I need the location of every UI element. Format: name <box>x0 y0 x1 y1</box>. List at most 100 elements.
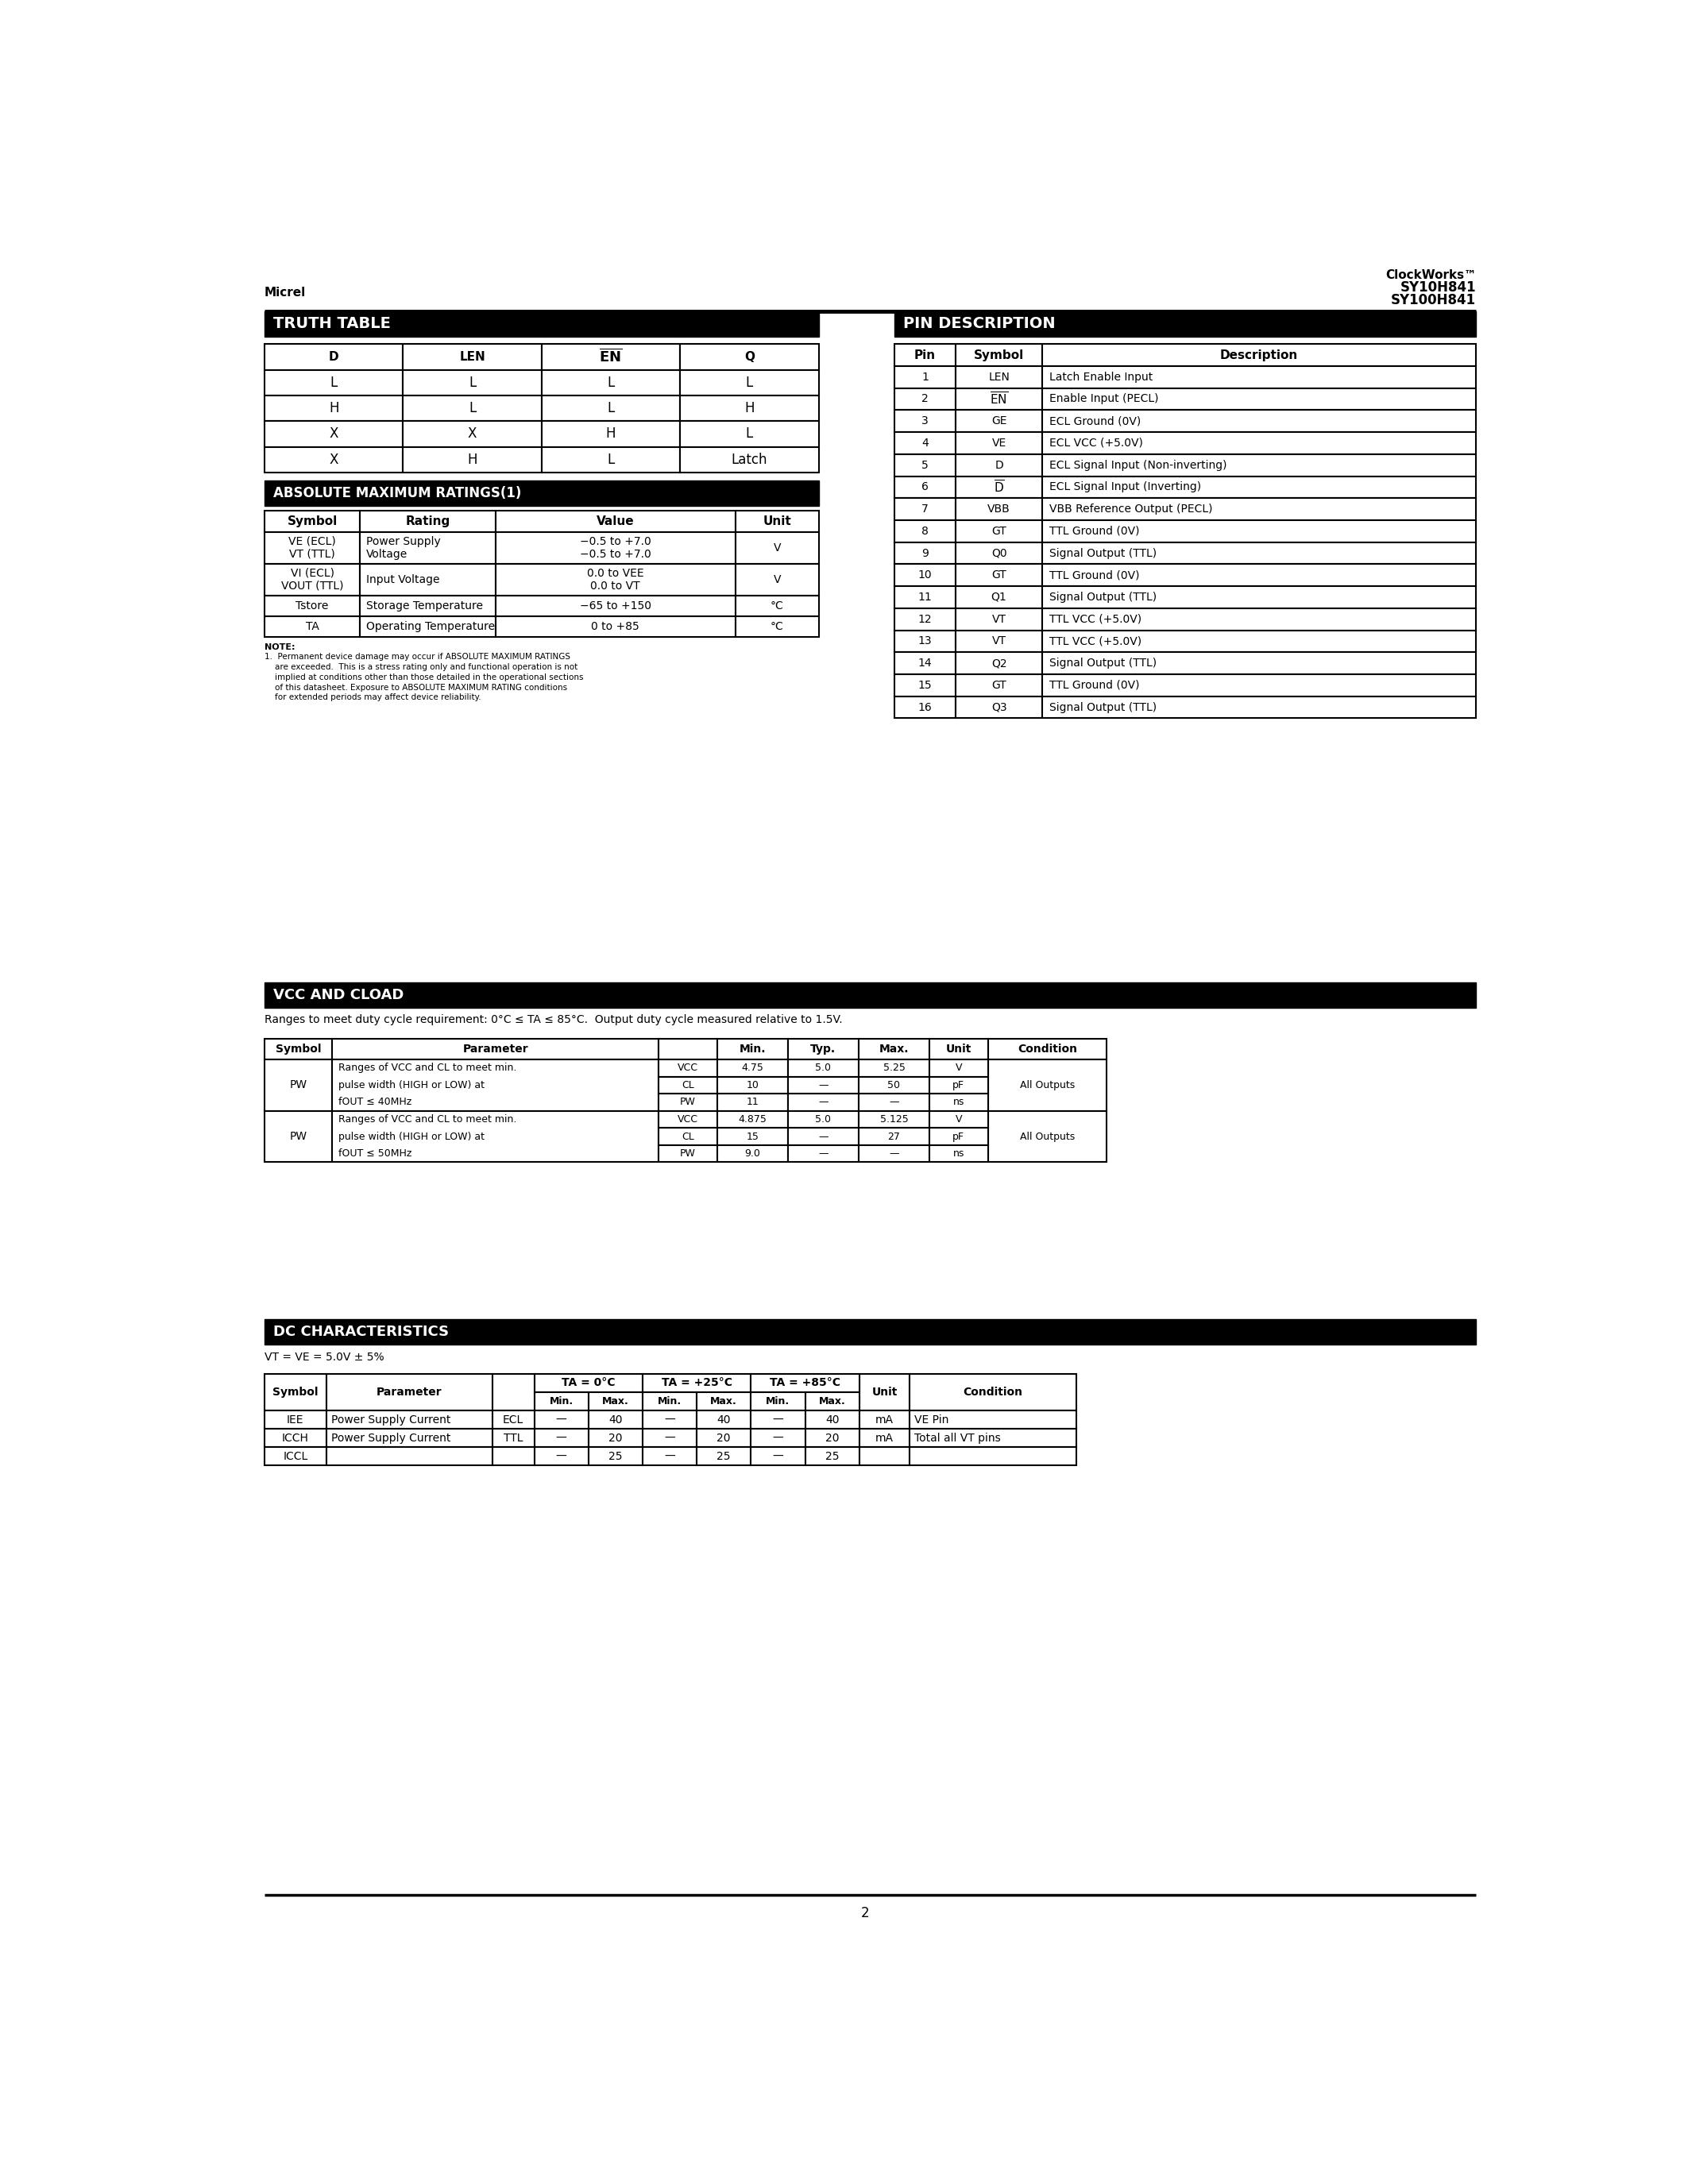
Text: 1.  Permanent device damage may occur if ABSOLUTE MAXIMUM RATINGS: 1. Permanent device damage may occur if … <box>265 653 571 662</box>
Text: Unit: Unit <box>763 515 792 526</box>
Text: 4: 4 <box>922 437 928 448</box>
Text: ABSOLUTE MAXIMUM RATINGS(1): ABSOLUTE MAXIMUM RATINGS(1) <box>273 487 522 500</box>
Text: 0.0 to VEE: 0.0 to VEE <box>587 568 643 579</box>
Text: Storage Temperature: Storage Temperature <box>366 601 483 612</box>
Bar <box>751 1448 805 1465</box>
Text: Power Supply Current: Power Supply Current <box>331 1433 451 1444</box>
Text: —: — <box>555 1433 567 1444</box>
Text: Signal Output (TTL): Signal Output (TTL) <box>1050 657 1156 668</box>
Bar <box>788 1127 859 1144</box>
Bar <box>360 511 495 531</box>
Bar <box>265 596 360 616</box>
Text: —: — <box>819 1081 829 1090</box>
Bar <box>859 1448 910 1465</box>
Bar <box>895 585 955 607</box>
Text: mA: mA <box>876 1413 893 1426</box>
Bar <box>788 1040 859 1059</box>
Bar <box>643 1374 751 1391</box>
Text: Max.: Max. <box>819 1396 846 1406</box>
Text: VOUT (TTL): VOUT (TTL) <box>282 581 343 592</box>
Text: —: — <box>819 1149 829 1160</box>
Text: GE: GE <box>991 415 1006 426</box>
Bar <box>895 542 955 563</box>
Text: H: H <box>468 452 478 467</box>
Text: 2: 2 <box>922 393 928 404</box>
Text: 10: 10 <box>746 1081 758 1090</box>
Bar <box>930 1040 987 1059</box>
Bar <box>910 1374 1075 1411</box>
Text: TA: TA <box>306 620 319 631</box>
Text: Input Voltage: Input Voltage <box>366 574 439 585</box>
Bar <box>955 631 1041 653</box>
Bar <box>751 1411 805 1428</box>
Bar <box>788 1077 859 1094</box>
Text: 9: 9 <box>922 548 928 559</box>
Bar <box>658 1059 717 1077</box>
Bar <box>533 1391 589 1411</box>
Text: Ranges to meet duty cycle requirement: 0°C ≤ TA ≤ 85°C.  Output duty cycle measu: Ranges to meet duty cycle requirement: 0… <box>265 1013 842 1024</box>
Text: mA: mA <box>876 1433 893 1444</box>
Bar <box>360 531 495 563</box>
Text: GT: GT <box>991 679 1006 690</box>
Bar <box>1041 697 1475 719</box>
Text: 4.875: 4.875 <box>738 1114 766 1125</box>
Bar <box>658 1112 717 1127</box>
Text: 10: 10 <box>918 570 932 581</box>
Text: 40: 40 <box>608 1413 623 1426</box>
Text: ECL Signal Input (Inverting): ECL Signal Input (Inverting) <box>1050 480 1202 494</box>
Text: ECL VCC (+5.0V): ECL VCC (+5.0V) <box>1050 437 1143 448</box>
Text: Latch: Latch <box>731 452 768 467</box>
Text: Description: Description <box>1220 349 1298 360</box>
Bar <box>265 531 360 563</box>
Text: Power Supply: Power Supply <box>366 535 441 546</box>
Bar <box>955 520 1041 542</box>
Bar <box>360 596 495 616</box>
Text: Q2: Q2 <box>991 657 1006 668</box>
Bar <box>658 1077 717 1094</box>
Bar <box>805 1411 859 1428</box>
Text: SY10H841: SY10H841 <box>1399 280 1475 295</box>
Bar <box>859 1040 930 1059</box>
Text: ECL Signal Input (Non-inverting): ECL Signal Input (Non-inverting) <box>1050 459 1227 472</box>
Text: −65 to +150: −65 to +150 <box>579 601 652 612</box>
Text: VCC AND CLOAD: VCC AND CLOAD <box>273 987 403 1002</box>
Bar <box>680 395 819 422</box>
Text: GT: GT <box>991 526 1006 537</box>
Text: 25: 25 <box>717 1450 731 1461</box>
Bar <box>955 367 1041 389</box>
Bar <box>1041 411 1475 432</box>
Bar <box>658 1127 717 1144</box>
Text: Ranges of VCC and CL to meet min.: Ranges of VCC and CL to meet min. <box>338 1064 517 1072</box>
Bar <box>680 345 819 369</box>
Text: of this datasheet. Exposure to ABSOLUTE MAXIMUM RATING conditions: of this datasheet. Exposure to ABSOLUTE … <box>265 684 567 692</box>
Text: 50: 50 <box>888 1081 900 1090</box>
Text: ICCH: ICCH <box>282 1433 309 1444</box>
Bar <box>1041 498 1475 520</box>
Bar <box>910 1411 1075 1428</box>
Text: Rating: Rating <box>405 515 451 526</box>
Text: PIN DESCRIPTION: PIN DESCRIPTION <box>903 317 1055 332</box>
Text: pulse width (HIGH or LOW) at: pulse width (HIGH or LOW) at <box>338 1081 484 1090</box>
Bar <box>895 432 955 454</box>
Text: VT (TTL): VT (TTL) <box>289 548 336 559</box>
Text: Unit: Unit <box>945 1044 972 1055</box>
Bar <box>542 422 680 448</box>
Text: VE: VE <box>993 437 1006 448</box>
Bar <box>1041 585 1475 607</box>
Text: 7: 7 <box>922 505 928 515</box>
Text: 5.125: 5.125 <box>879 1114 908 1125</box>
Bar <box>859 1112 930 1127</box>
Text: Condition: Condition <box>1018 1044 1077 1055</box>
Text: Value: Value <box>596 515 635 526</box>
Bar <box>736 531 819 563</box>
Bar <box>955 345 1041 367</box>
Bar <box>333 1040 658 1059</box>
Bar <box>895 454 955 476</box>
Bar <box>265 1374 326 1411</box>
Text: 25: 25 <box>825 1450 839 1461</box>
Bar <box>643 1448 697 1465</box>
Bar <box>493 1374 533 1411</box>
Bar <box>495 563 736 596</box>
Text: X: X <box>329 452 338 467</box>
Text: SY100H841: SY100H841 <box>1391 293 1475 308</box>
